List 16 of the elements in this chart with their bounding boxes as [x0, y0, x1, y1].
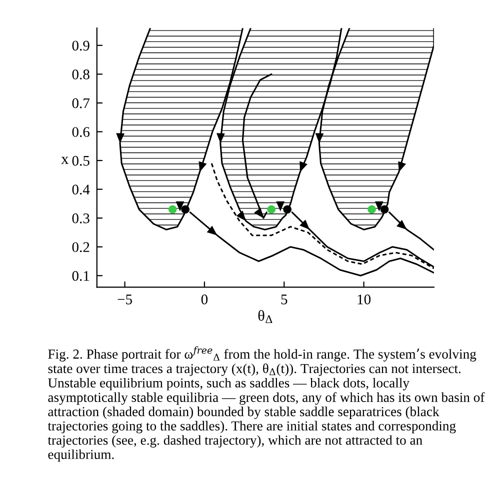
- x-axis-title: θ$_{Δ}$: [258, 310, 272, 324]
- y-tick-label: 0.7: [72, 98, 90, 108]
- y-tick-label: 0.6: [72, 127, 90, 137]
- y-tick-label: 0.9: [72, 40, 90, 51]
- text: Fig. 2. Phase portrait for ω$^{free}$$_{Δ}$ from the hold-in range. The system’s evolving state over time traces a trajectory (x(t), θ$_{Δ}$(t)). Trajectories can not intersect. Unstable equilibrium points, such as saddles — black dots, locally asymptotically stable equilibria — green dots, any of which has its own basin of attraction (shaded domain) bounded by stable saddle separatrices (black trajectories going to the saddles). There are initial states and corresponding trajectories (see, e.g. dashed trajectory), which are not attracted to an equilibrium.: [48, 346, 485, 462]
- x-tick-label: 10: [358, 294, 371, 304]
- y-tick-label: 0.4: [72, 184, 90, 195]
- y-tick-label: 0.3: [72, 213, 90, 224]
- y-tick-label: 0.8: [72, 70, 90, 80]
- x-tick-label: 5: [281, 294, 288, 304]
- y-axis-title: x: [61, 156, 69, 164]
- y-tick-label: 0.1: [72, 270, 90, 281]
- x-tick-label: −5: [118, 294, 132, 304]
- y-tick-label: 0.2: [72, 242, 90, 252]
- x-tick-label: 0: [201, 294, 208, 304]
- y-tick-label: 0.5: [72, 156, 90, 166]
